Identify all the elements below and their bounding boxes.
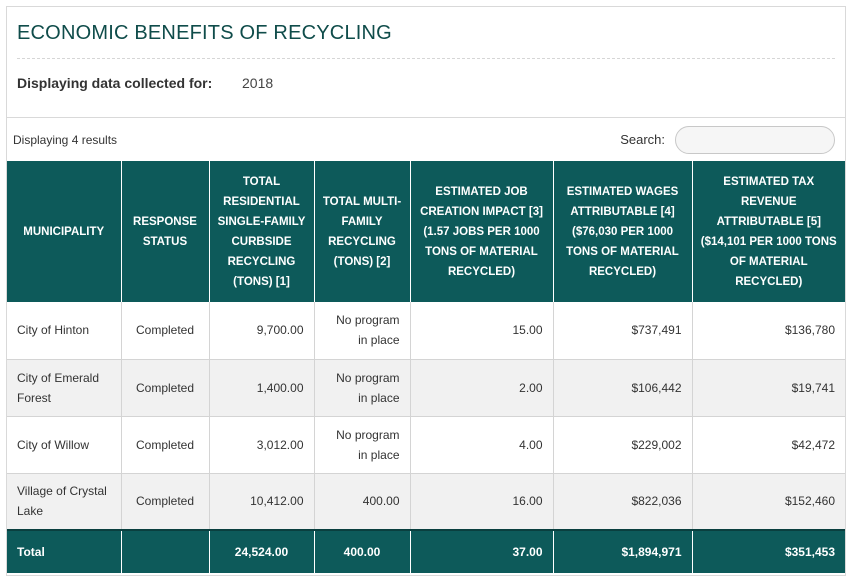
cell-municipality: City of Willow [7,416,122,474]
cell-wages: $822,036 [553,473,693,531]
search-input[interactable] [675,125,835,154]
totals-row: Total 24,524.00 400.00 37.00 $1,894,971 … [7,529,845,573]
table-toolbar: Displaying 4 results Search: [7,117,845,161]
totals-multi-family-tons: 400.00 [314,529,411,573]
column-header-multi-family-tons[interactable]: TOTAL MULTI-FAMILY RECYCLING (TONS) [2] [314,161,411,302]
cell-single-family-tons: 10,412.00 [209,473,315,531]
column-header-single-family-tons[interactable]: TOTAL RESIDENTIAL SINGLE-FAMILY CURBSIDE… [209,161,315,302]
cell-job-creation: 4.00 [410,416,554,474]
filter-label: Displaying data collected for: [17,75,213,91]
totals-label: Total [7,529,122,573]
search-label: Search: [620,132,665,147]
cell-wages: $229,002 [553,416,693,474]
totals-single-family-tons: 24,524.00 [209,529,315,573]
results-count: Displaying 4 results [13,132,118,147]
cell-tax-revenue: $136,780 [692,302,845,360]
cell-multi-family-tons: No program in place [314,416,411,474]
cell-job-creation: 2.00 [410,359,554,417]
cell-response-status: Completed [121,416,210,474]
cell-multi-family-tons: 400.00 [314,473,411,531]
table-row: City of Hinton Completed 9,700.00 No pro… [7,302,845,360]
report-header: ECONOMIC BENEFITS OF RECYCLING Displayin… [7,7,845,117]
filter-row: Displaying data collected for: 2018 [17,59,835,107]
page-title: ECONOMIC BENEFITS OF RECYCLING [17,7,835,59]
totals-job-creation: 37.00 [410,529,554,573]
cell-tax-revenue: $19,741 [692,359,845,417]
cell-wages: $737,491 [553,302,693,360]
cell-wages: $106,442 [553,359,693,417]
cell-response-status: Completed [121,302,210,360]
table-row: Village of Crystal Lake Completed 10,412… [7,473,845,531]
cell-multi-family-tons: No program in place [314,302,411,360]
cell-municipality: City of Hinton [7,302,122,360]
search-wrap: Search: [620,125,835,154]
recycling-table: MUNICIPALITY RESPONSE STATUS TOTAL RESID… [7,161,845,573]
column-header-wages[interactable]: ESTIMATED WAGES ATTRIBUTABLE [4] ($76,03… [553,161,693,302]
totals-response-status [121,529,210,573]
cell-single-family-tons: 3,012.00 [209,416,315,474]
table-row: City of Willow Completed 3,012.00 No pro… [7,416,845,474]
cell-municipality: Village of Crystal Lake [7,473,122,531]
cell-tax-revenue: $152,460 [692,473,845,531]
table-row: City of Emerald Forest Completed 1,400.0… [7,359,845,417]
totals-tax-revenue: $351,453 [692,529,845,573]
filter-year-value: 2018 [242,75,274,91]
cell-response-status: Completed [121,473,210,531]
column-header-response-status[interactable]: RESPONSE STATUS [121,161,210,302]
cell-multi-family-tons: No program in place [314,359,411,417]
table-header-row: MUNICIPALITY RESPONSE STATUS TOTAL RESID… [7,161,845,302]
report-panel: ECONOMIC BENEFITS OF RECYCLING Displayin… [6,6,846,576]
cell-municipality: City of Emerald Forest [7,359,122,417]
totals-wages: $1,894,971 [553,529,693,573]
cell-single-family-tons: 9,700.00 [209,302,315,360]
cell-job-creation: 15.00 [410,302,554,360]
column-header-job-creation[interactable]: ESTIMATED JOB CREATION IMPACT [3] (1.57 … [410,161,554,302]
column-header-tax-revenue[interactable]: ESTIMATED TAX REVENUE ATTRIBUTABLE [5] (… [692,161,845,302]
cell-single-family-tons: 1,400.00 [209,359,315,417]
column-header-municipality[interactable]: MUNICIPALITY [7,161,122,302]
cell-response-status: Completed [121,359,210,417]
cell-job-creation: 16.00 [410,473,554,531]
cell-tax-revenue: $42,472 [692,416,845,474]
